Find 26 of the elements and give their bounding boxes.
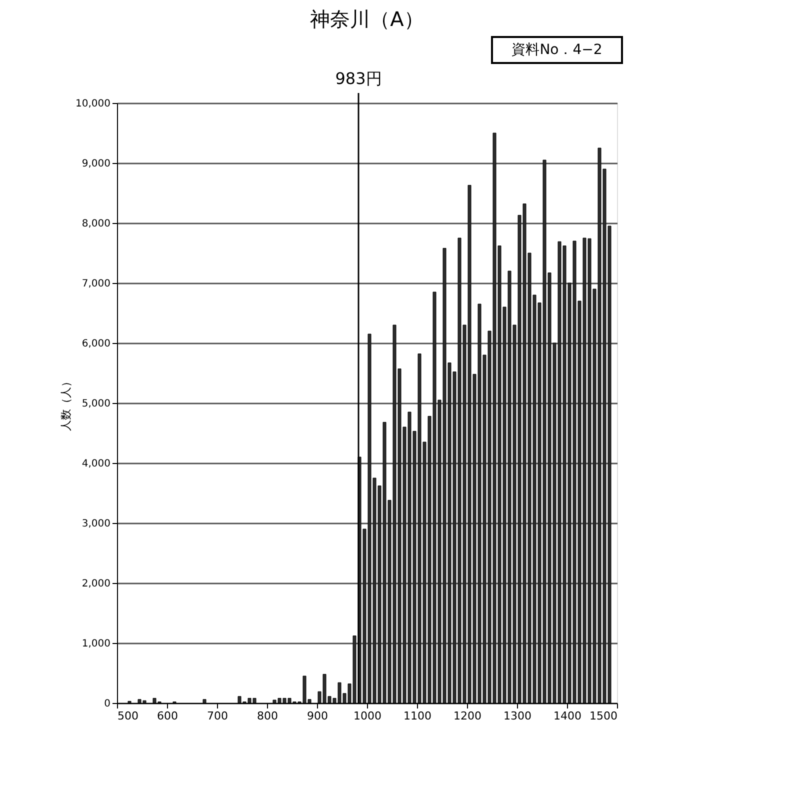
x-tick-label: 1000: [354, 710, 382, 722]
y-tick-label: 5,000: [82, 398, 110, 410]
x-tick-label: 1500: [590, 710, 618, 722]
y-tick-label: 0: [104, 698, 110, 710]
y-tick-label: 9,000: [82, 158, 110, 170]
y-tick-label: 2,000: [82, 578, 110, 590]
y-tick-label: 7,000: [82, 278, 110, 290]
x-tick-label: 1200: [454, 710, 482, 722]
y-tick-label: 10,000: [76, 98, 110, 110]
x-tick-label: 700: [207, 710, 228, 722]
x-tick-label: 800: [257, 710, 278, 722]
x-tick-label: 500: [118, 710, 138, 722]
x-tick-label: 900: [307, 710, 328, 722]
y-tick-label: 8,000: [82, 218, 110, 230]
y-axis-title: 人数（人）: [60, 376, 73, 431]
y-tick-label: 1,000: [82, 638, 110, 650]
y-tick-label: 6,000: [82, 338, 110, 350]
text: 資料No．4−2: [512, 42, 602, 58]
x-tick-label: 1300: [504, 710, 532, 722]
x-tick-label: 1400: [554, 710, 582, 722]
x-tick-label: 600: [157, 710, 178, 722]
y-tick-label: 4,000: [82, 458, 110, 470]
x-tick-label: 1100: [404, 710, 432, 722]
y-tick-label: 3,000: [82, 518, 110, 530]
chart-title: 神奈川（A）: [310, 7, 424, 31]
ref-line-label: 983円: [335, 69, 382, 88]
